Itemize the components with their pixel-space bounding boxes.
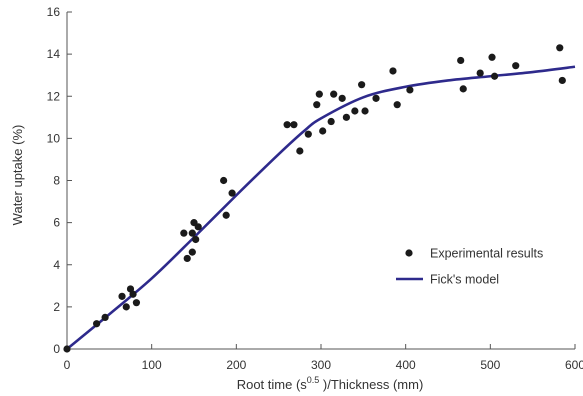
- experimental-point: [351, 107, 359, 115]
- legend: Experimental results Fick's model: [396, 247, 543, 287]
- experimental-point: [556, 44, 564, 52]
- experimental-point: [192, 235, 200, 244]
- x-tick-label: 600: [565, 358, 583, 372]
- experimental-point: [304, 130, 312, 138]
- experimental-point: [222, 211, 230, 219]
- y-tick-label: 4: [53, 258, 60, 272]
- y-tick-label: 10: [47, 131, 61, 145]
- experimental-point: [490, 72, 499, 80]
- experimental-point: [313, 101, 321, 109]
- experimental-point: [457, 56, 465, 65]
- experimental-point: [63, 345, 71, 353]
- model-series: [66, 65, 576, 351]
- experimental-point: [338, 94, 346, 102]
- experimental-point: [476, 69, 484, 77]
- x-axis-label: Root time (s0.5 )/Thickness (mm): [237, 375, 424, 392]
- experimental-point: [188, 248, 196, 256]
- experimental-point: [183, 254, 191, 263]
- experimental-point: [122, 303, 130, 311]
- experimental-point: [358, 81, 366, 89]
- experimental-point: [180, 229, 188, 237]
- experimental-point: [101, 313, 109, 322]
- axes: [66, 12, 575, 350]
- legend-scatter-label: Experimental results: [430, 247, 543, 261]
- x-axis-label-prefix: Root time (s: [237, 377, 308, 392]
- experimental-point: [228, 189, 236, 197]
- experimental-point: [459, 85, 467, 93]
- scatter-series: [63, 44, 566, 353]
- experimental-point: [220, 176, 228, 185]
- experimental-point: [93, 320, 101, 328]
- legend-scatter-marker: [405, 249, 413, 257]
- experimental-point: [319, 127, 327, 135]
- experimental-point: [406, 86, 414, 94]
- fick-model-line: [66, 65, 576, 351]
- experimental-point: [315, 90, 323, 98]
- experimental-point: [129, 290, 137, 298]
- experimental-point: [194, 223, 202, 231]
- x-tick-label: 200: [226, 358, 246, 372]
- y-axis-label: Water uptake (%): [10, 125, 25, 226]
- y-tick-label: 14: [47, 47, 61, 61]
- experimental-point: [512, 62, 520, 70]
- y-tick-label: 12: [47, 89, 61, 103]
- y-tick-label: 2: [53, 300, 60, 314]
- experimental-point: [290, 121, 298, 129]
- experimental-point: [327, 117, 335, 126]
- ticks: 0 2 4 6 8 10 12 14 16 0 100 200 300 400 500 600: [47, 5, 583, 372]
- experimental-point: [132, 299, 141, 307]
- experimental-point: [188, 229, 196, 237]
- experimental-point: [296, 147, 304, 155]
- x-tick-label: 100: [142, 358, 162, 372]
- experimental-point: [372, 94, 380, 102]
- experimental-point: [393, 101, 401, 109]
- x-tick-label: 400: [396, 358, 416, 372]
- y-tick-label: 8: [53, 174, 60, 188]
- x-tick-label: 500: [480, 358, 500, 372]
- experimental-point: [342, 113, 350, 121]
- experimental-point: [361, 107, 369, 115]
- legend-model-label: Fick's model: [430, 273, 499, 287]
- experimental-point: [283, 121, 291, 129]
- x-tick-label: 300: [311, 358, 331, 372]
- x-tick-label: 0: [64, 358, 71, 372]
- x-axis-label-superscript: 0.5: [307, 375, 320, 385]
- y-tick-label: 0: [53, 342, 60, 356]
- x-axis-label-suffix: )/Thickness (mm): [319, 377, 423, 392]
- experimental-point: [389, 67, 397, 75]
- experimental-point: [558, 76, 566, 85]
- experimental-point: [488, 53, 496, 61]
- y-tick-label: 16: [47, 5, 61, 19]
- experimental-point: [330, 90, 338, 98]
- y-tick-label: 6: [53, 216, 60, 230]
- experimental-point: [118, 292, 126, 300]
